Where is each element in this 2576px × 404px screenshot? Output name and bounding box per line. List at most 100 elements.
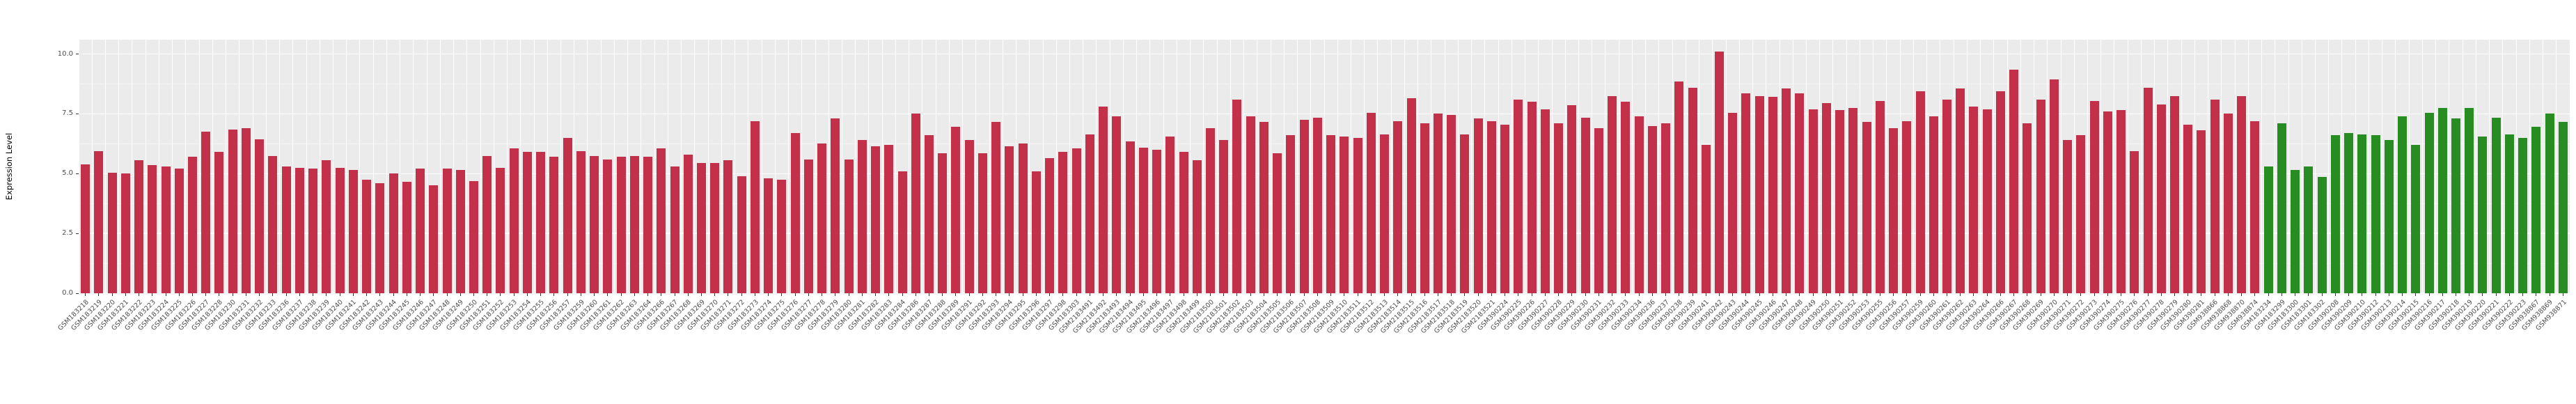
vertical-gridline <box>279 40 281 293</box>
x-tick-mark <box>620 293 622 296</box>
bar <box>1527 102 1537 293</box>
bar <box>1152 149 1162 293</box>
bar <box>938 153 948 293</box>
vertical-gridline <box>1310 40 1312 293</box>
vertical-gridline <box>2020 40 2021 293</box>
x-tick-mark <box>1558 293 1560 296</box>
x-tick-mark <box>1651 293 1653 296</box>
bar <box>2478 137 2488 293</box>
bar <box>536 152 546 293</box>
x-tick-mark <box>942 293 943 296</box>
bar <box>1848 107 1858 293</box>
x-tick-mark <box>178 293 180 296</box>
x-tick-mark <box>1076 293 1077 296</box>
bar <box>1594 128 1603 293</box>
bar <box>1393 121 1403 293</box>
bar <box>1434 114 1443 293</box>
vertical-gridline <box>1819 40 1821 293</box>
bar <box>1259 122 1269 293</box>
bar <box>94 150 104 293</box>
x-tick-mark <box>1919 293 1921 296</box>
x-tick-mark <box>1303 293 1305 296</box>
x-tick-mark <box>2428 293 2430 296</box>
vertical-gridline <box>533 40 535 293</box>
vertical-gridline <box>1216 40 1218 293</box>
vertical-gridline <box>1055 40 1057 293</box>
x-tick-mark <box>701 293 702 296</box>
bar <box>576 150 586 293</box>
bar <box>1473 118 1483 293</box>
bar <box>1099 107 1108 293</box>
bar <box>1058 152 1068 293</box>
vertical-gridline <box>1029 40 1030 293</box>
bar <box>442 169 452 293</box>
vertical-gridline <box>962 40 964 293</box>
vertical-gridline <box>439 40 441 293</box>
vertical-gridline <box>788 40 790 293</box>
bar <box>1085 134 1094 293</box>
bar <box>844 159 854 293</box>
bar <box>964 140 974 293</box>
x-tick-mark <box>2308 293 2309 296</box>
vertical-gridline <box>2515 40 2517 293</box>
bar <box>308 169 318 293</box>
bar <box>857 140 867 293</box>
bar <box>1018 143 1028 293</box>
bar <box>925 135 934 293</box>
bar <box>2143 87 2153 293</box>
vertical-gridline <box>2140 40 2142 293</box>
bar <box>1045 157 1055 293</box>
bar <box>2277 123 2286 293</box>
vertical-gridline <box>613 40 615 293</box>
vertical-gridline <box>2247 40 2249 293</box>
bar <box>549 157 559 293</box>
bar <box>2089 100 2099 293</box>
bar <box>1915 91 1925 293</box>
vertical-gridline <box>1538 40 1539 293</box>
vertical-gridline <box>480 40 481 293</box>
x-tick-mark <box>1571 293 1573 296</box>
x-tick-mark <box>1477 293 1479 296</box>
bar <box>214 152 224 293</box>
vertical-gridline <box>1926 40 1928 293</box>
bar <box>2076 135 2086 293</box>
bar <box>1486 121 1496 293</box>
bar <box>1514 99 1523 293</box>
vertical-gridline <box>1122 40 1124 293</box>
vertical-gridline <box>855 40 856 293</box>
bar <box>2371 135 2380 293</box>
bar <box>1273 153 1282 293</box>
bar <box>1219 140 1229 293</box>
bar <box>563 137 572 293</box>
bar <box>831 118 840 293</box>
x-tick-mark <box>2495 293 2497 296</box>
bar <box>188 157 197 293</box>
vertical-gridline <box>1631 40 1633 293</box>
x-tick-mark <box>1625 293 1626 296</box>
bar <box>362 179 372 293</box>
vertical-gridline <box>1404 40 1405 293</box>
vertical-gridline <box>1069 40 1070 293</box>
bar <box>657 148 666 293</box>
vertical-gridline <box>1578 40 1579 293</box>
bar <box>2451 118 2460 293</box>
vertical-gridline <box>2006 40 2008 293</box>
x-tick-mark <box>2134 293 2135 296</box>
x-tick-mark <box>1424 293 1425 296</box>
x-tick-mark <box>1745 293 1747 296</box>
x-tick-mark <box>2415 293 2417 296</box>
bar <box>148 165 157 293</box>
x-tick-mark <box>1250 293 1251 296</box>
bar <box>2116 110 2126 293</box>
bar <box>590 155 599 293</box>
bar <box>2437 107 2447 293</box>
vertical-gridline <box>2355 40 2356 293</box>
bar <box>1754 95 1764 293</box>
x-tick-mark <box>2067 293 2068 296</box>
bar <box>1741 93 1751 293</box>
bar <box>670 166 680 293</box>
vertical-gridline <box>1364 40 1365 293</box>
vertical-gridline <box>627 40 629 293</box>
bar <box>977 153 987 293</box>
